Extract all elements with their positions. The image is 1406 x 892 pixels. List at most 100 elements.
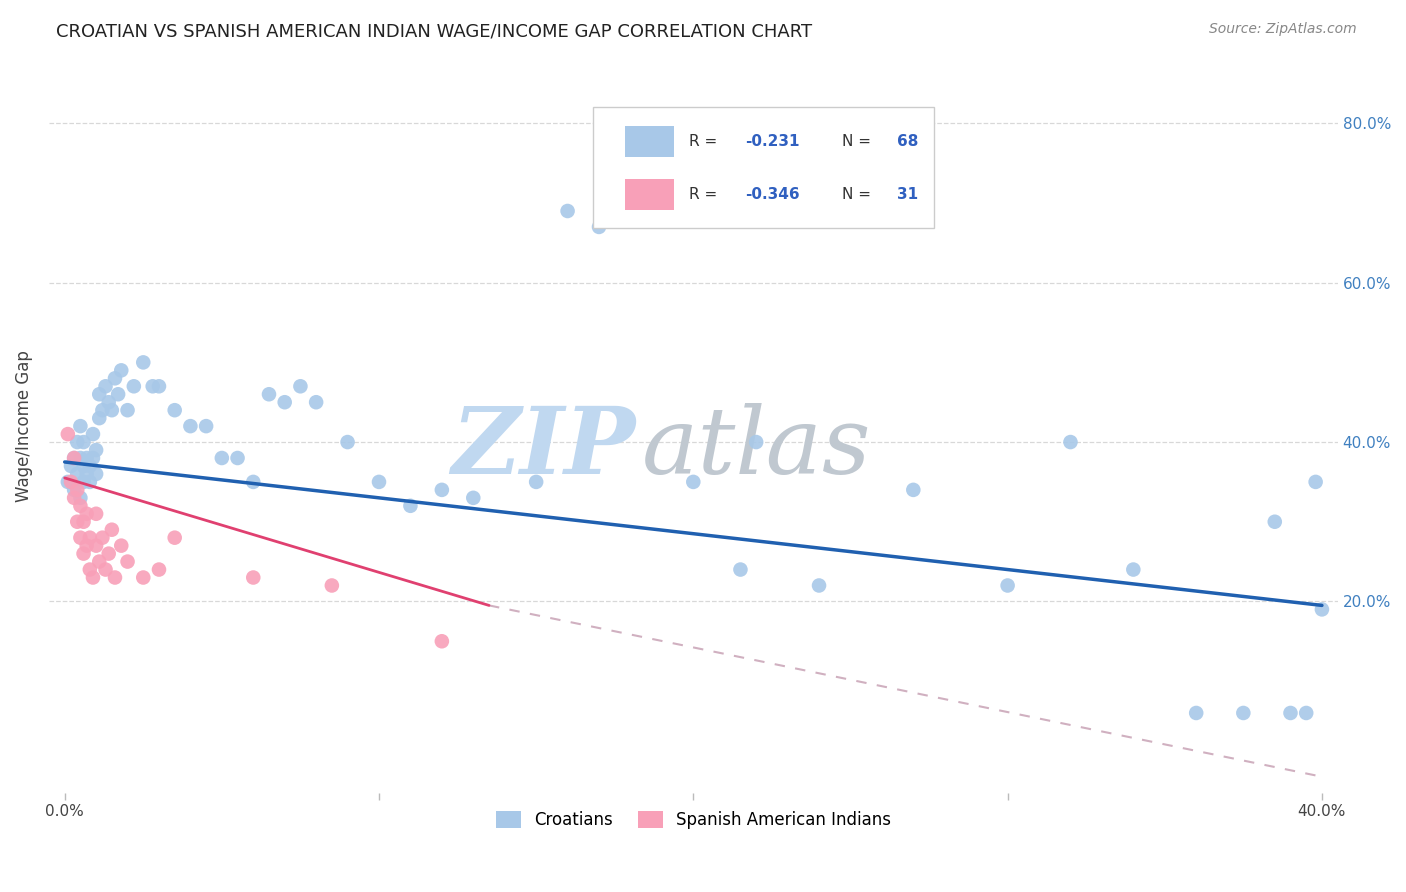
Point bbox=[463, 491, 485, 505]
Point bbox=[79, 531, 101, 545]
Point bbox=[84, 443, 107, 458]
Point bbox=[430, 634, 453, 648]
Point bbox=[69, 450, 91, 465]
Point bbox=[63, 450, 86, 465]
Point bbox=[142, 379, 165, 393]
Point bbox=[107, 387, 129, 401]
Point bbox=[1185, 706, 1208, 720]
Point bbox=[132, 355, 155, 369]
Point bbox=[94, 563, 117, 577]
Point bbox=[101, 523, 124, 537]
Point bbox=[903, 483, 925, 497]
Point bbox=[1232, 706, 1254, 720]
Point bbox=[91, 403, 114, 417]
Point bbox=[1059, 435, 1081, 450]
Point bbox=[82, 450, 104, 465]
Point bbox=[82, 570, 104, 584]
Point bbox=[94, 379, 117, 393]
Point bbox=[76, 450, 98, 465]
Point bbox=[72, 475, 94, 489]
Point bbox=[97, 547, 120, 561]
Text: atlas: atlas bbox=[641, 403, 872, 493]
Point bbox=[117, 403, 139, 417]
Point bbox=[226, 450, 249, 465]
Text: 68: 68 bbox=[897, 134, 918, 149]
Point bbox=[76, 467, 98, 481]
Point bbox=[104, 371, 127, 385]
Point bbox=[336, 435, 359, 450]
Point bbox=[89, 387, 111, 401]
Text: CROATIAN VS SPANISH AMERICAN INDIAN WAGE/INCOME GAP CORRELATION CHART: CROATIAN VS SPANISH AMERICAN INDIAN WAGE… bbox=[56, 22, 813, 40]
Point bbox=[79, 475, 101, 489]
Point bbox=[63, 450, 86, 465]
Point bbox=[91, 531, 114, 545]
Point bbox=[273, 395, 295, 409]
Point bbox=[110, 539, 132, 553]
Point bbox=[84, 467, 107, 481]
Point bbox=[163, 403, 186, 417]
Point bbox=[122, 379, 145, 393]
Point bbox=[69, 531, 91, 545]
Point bbox=[257, 387, 280, 401]
Point bbox=[430, 483, 453, 497]
Point bbox=[66, 483, 89, 497]
Point bbox=[179, 419, 201, 434]
Point bbox=[76, 507, 98, 521]
Point bbox=[56, 427, 79, 442]
Point bbox=[132, 570, 155, 584]
Point bbox=[117, 555, 139, 569]
FancyBboxPatch shape bbox=[593, 107, 934, 228]
Point bbox=[368, 475, 391, 489]
Point bbox=[89, 411, 111, 425]
Point bbox=[148, 379, 170, 393]
Text: N =: N = bbox=[842, 134, 870, 149]
Point bbox=[242, 475, 264, 489]
Point bbox=[59, 475, 82, 489]
Point bbox=[588, 219, 610, 234]
Point bbox=[59, 458, 82, 473]
Point bbox=[1295, 706, 1317, 720]
Point bbox=[148, 563, 170, 577]
Point bbox=[1305, 475, 1327, 489]
Point bbox=[305, 395, 328, 409]
Text: Source: ZipAtlas.com: Source: ZipAtlas.com bbox=[1209, 22, 1357, 37]
Text: R =: R = bbox=[689, 186, 717, 202]
Point bbox=[290, 379, 312, 393]
Point bbox=[211, 450, 233, 465]
Text: ZIP: ZIP bbox=[451, 403, 636, 493]
Point bbox=[72, 515, 94, 529]
Point bbox=[195, 419, 218, 434]
Point bbox=[321, 578, 343, 592]
Point bbox=[730, 563, 752, 577]
Point bbox=[76, 539, 98, 553]
Point bbox=[1310, 602, 1333, 616]
Text: -0.231: -0.231 bbox=[745, 134, 800, 149]
Point bbox=[682, 475, 704, 489]
Bar bbox=[626, 179, 673, 210]
Point bbox=[97, 395, 120, 409]
Point bbox=[82, 427, 104, 442]
Point bbox=[636, 180, 658, 194]
Point bbox=[69, 491, 91, 505]
Point bbox=[1279, 706, 1302, 720]
Point bbox=[63, 483, 86, 497]
Point bbox=[72, 458, 94, 473]
Bar bbox=[626, 126, 673, 157]
Point bbox=[84, 507, 107, 521]
Point bbox=[79, 458, 101, 473]
Point bbox=[1122, 563, 1144, 577]
Y-axis label: Wage/Income Gap: Wage/Income Gap bbox=[15, 351, 32, 502]
Point bbox=[399, 499, 422, 513]
Point bbox=[72, 435, 94, 450]
Point bbox=[89, 555, 111, 569]
Point bbox=[56, 475, 79, 489]
Text: 31: 31 bbox=[897, 186, 918, 202]
Point bbox=[808, 578, 831, 592]
Point bbox=[110, 363, 132, 377]
Point bbox=[1264, 515, 1286, 529]
Point bbox=[101, 403, 124, 417]
Point bbox=[69, 419, 91, 434]
Point bbox=[66, 467, 89, 481]
Point bbox=[524, 475, 547, 489]
Text: -0.346: -0.346 bbox=[745, 186, 800, 202]
